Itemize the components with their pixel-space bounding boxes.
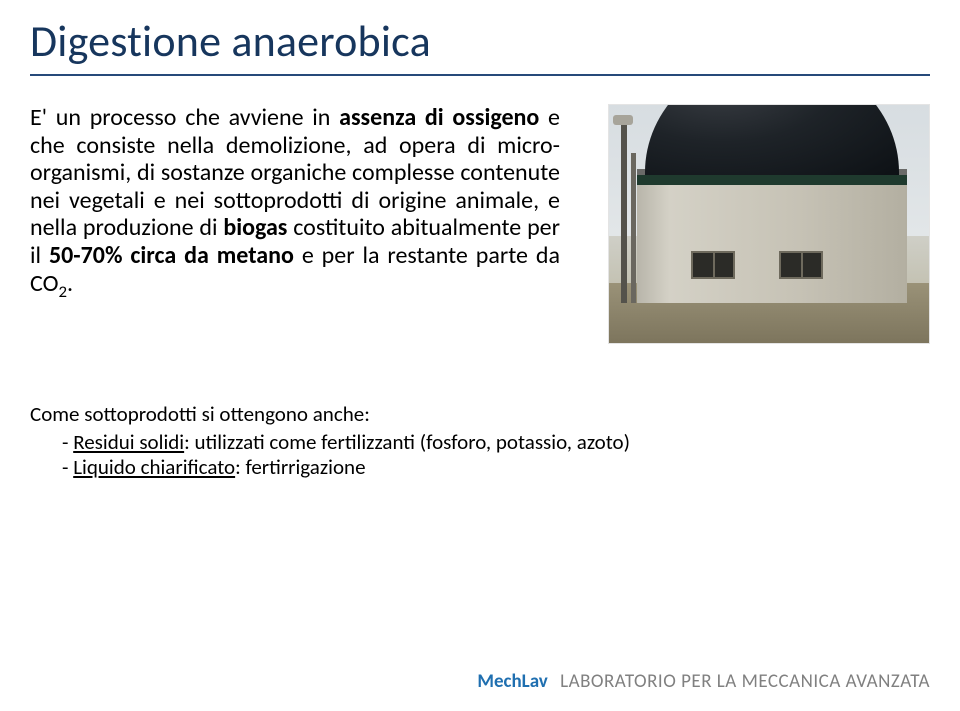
photo-window-sash bbox=[713, 253, 715, 277]
byproduct-item-1-rest: : utilizzati come fertilizzanti (fosforo… bbox=[184, 429, 630, 455]
digester-photo bbox=[608, 104, 930, 344]
photo-pole-2 bbox=[631, 153, 636, 303]
body-bold-3: 50-70% circa da metano bbox=[49, 241, 294, 270]
body-pre: E' un processo che avviene in bbox=[30, 103, 339, 132]
footer: MechLav LABORATORIO PER LA MECCANICA AVA… bbox=[477, 670, 930, 693]
footer-lab-text: LABORATORIO PER LA MECCANICA AVANZATA bbox=[560, 670, 930, 693]
footer-brand: MechLav bbox=[477, 670, 547, 693]
byproduct-item-2: Liquido chiarificato: fertirrigazione bbox=[30, 455, 930, 481]
photo-lamp bbox=[613, 115, 633, 125]
photo-pole-1 bbox=[621, 121, 627, 303]
photo-window-sash bbox=[801, 253, 803, 277]
byproduct-item-2-rest: : fertirrigazione bbox=[235, 454, 365, 480]
body-tail: . bbox=[67, 269, 73, 298]
byproduct-item-2-label: Liquido chiarificato bbox=[73, 454, 235, 480]
byproduct-item-1-label: Residui solidi bbox=[73, 429, 184, 455]
photo-window-1 bbox=[691, 251, 735, 279]
body-paragraph: E' un processo che avviene in assenza di… bbox=[30, 104, 560, 344]
slide-title: Digestione anaerobica bbox=[30, 14, 930, 68]
body-bold-2: biogas bbox=[223, 213, 287, 242]
photo-dome bbox=[645, 104, 899, 175]
content-row: E' un processo che avviene in assenza di… bbox=[30, 104, 930, 344]
photo-tank-wall bbox=[637, 173, 907, 303]
photo-window-2 bbox=[779, 251, 823, 279]
body-co2-subscript: 2 bbox=[58, 280, 67, 301]
byproducts-block: Come sottoprodotti si ottengono anche: R… bbox=[30, 402, 930, 481]
body-bold-1: assenza di ossigeno bbox=[339, 103, 539, 132]
byproduct-item-1: Residui solidi: utilizzati come fertiliz… bbox=[30, 430, 930, 456]
title-underline bbox=[30, 74, 930, 76]
slide: Digestione anaerobica E' un processo che… bbox=[0, 0, 960, 711]
byproducts-heading: Come sottoprodotti si ottengono anche: bbox=[30, 402, 930, 428]
